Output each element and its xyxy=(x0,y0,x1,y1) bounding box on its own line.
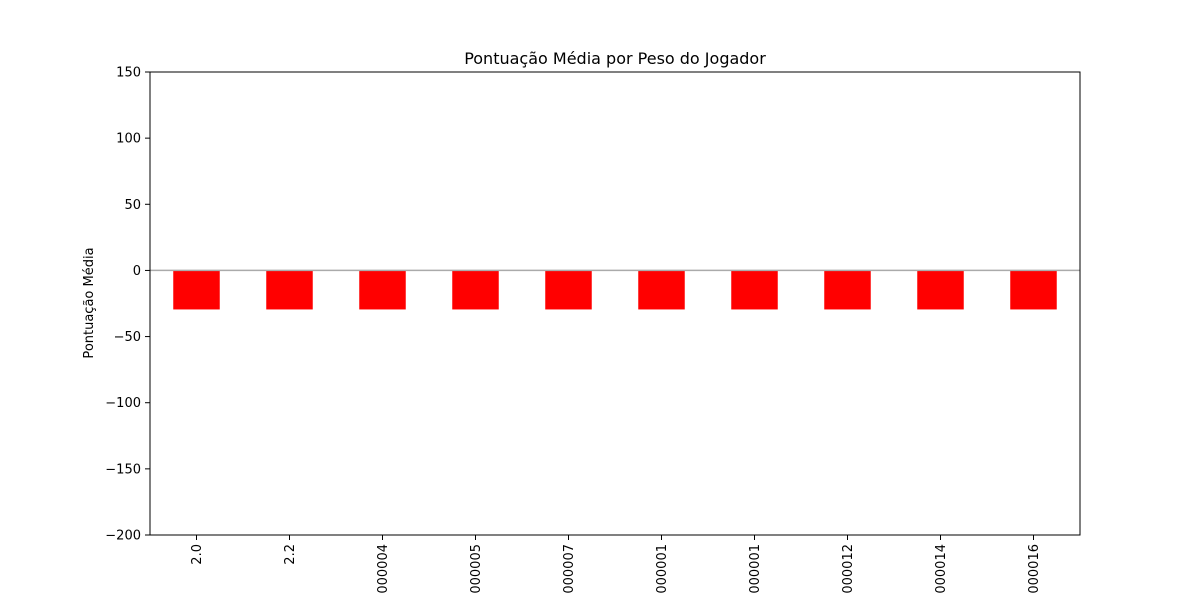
bar xyxy=(1010,270,1057,310)
bars-group xyxy=(173,270,1057,310)
x-tick-label: 000014 xyxy=(934,544,949,594)
bar xyxy=(359,270,406,310)
x-tick-label: 2.2 xyxy=(283,544,298,565)
x-axis-ticks: 2.0 2.2 000004 000005 000007 000001 000001 0000… xyxy=(190,535,1042,594)
bar xyxy=(638,270,685,310)
bar xyxy=(452,270,499,310)
y-tick-label: 100 xyxy=(116,132,141,147)
x-tick-label: 000005 xyxy=(469,544,484,594)
y-tick-label: 50 xyxy=(124,198,141,213)
x-tick-label: 000007 xyxy=(562,544,577,594)
x-tick-label: 2.0 xyxy=(190,544,205,565)
plot-frame xyxy=(149,71,1081,536)
y-tick-label: −100 xyxy=(105,396,141,411)
y-axis-ticks: 150 100 50 0 −50 −100 −150 −200 xyxy=(105,66,150,544)
chart-title: Pontuação Média por Peso do Jogador xyxy=(464,49,766,68)
bar xyxy=(824,270,871,310)
y-tick-label: −150 xyxy=(105,462,141,477)
bar xyxy=(266,270,313,310)
x-tick-label: 000001 xyxy=(655,544,670,594)
x-tick-label: 000016 xyxy=(1027,544,1042,594)
x-tick-label: 000012 xyxy=(841,544,856,594)
y-axis-label: Pontuação Média xyxy=(82,247,97,358)
y-tick-label: 150 xyxy=(116,66,141,81)
x-tick-label: 000004 xyxy=(376,544,391,594)
x-tick-label: 000001 xyxy=(748,544,763,594)
y-tick-label: −50 xyxy=(114,330,141,345)
bar xyxy=(917,270,964,310)
bar xyxy=(173,270,220,310)
y-tick-label: 0 xyxy=(133,264,141,279)
bar xyxy=(545,270,592,310)
y-tick-label: −200 xyxy=(105,529,141,544)
bar xyxy=(731,270,778,310)
